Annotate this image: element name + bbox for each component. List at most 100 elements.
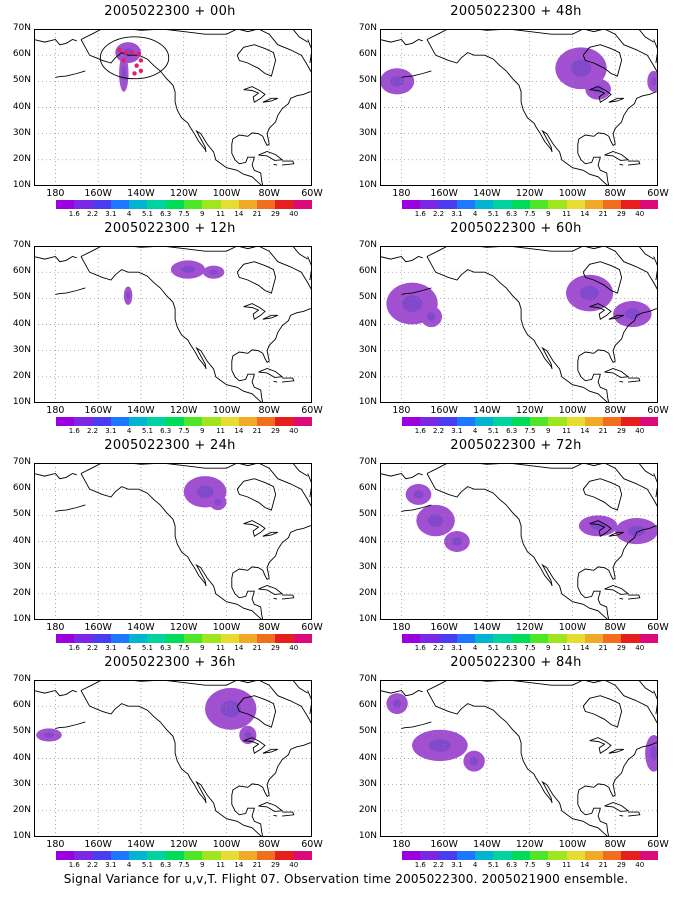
variance-area xyxy=(123,286,133,305)
coastline xyxy=(243,520,266,538)
colorbar-label: 1.6 xyxy=(414,427,426,435)
colorbar-label: 6.3 xyxy=(506,861,518,869)
colorbar-swatch xyxy=(529,851,549,860)
lon-label: 80W xyxy=(604,188,626,199)
variance-core xyxy=(244,731,252,739)
colorbar-swatch xyxy=(257,851,276,860)
coastline xyxy=(619,597,624,600)
lat-label: 10N xyxy=(12,614,31,624)
colorbar-swatch xyxy=(147,417,166,426)
coastline xyxy=(653,690,658,715)
coastline xyxy=(243,737,266,755)
colorbar-swatch xyxy=(456,200,476,209)
lat-label: 60N xyxy=(358,266,377,277)
variance-core xyxy=(390,76,404,87)
coastline xyxy=(273,163,278,166)
coastline xyxy=(243,86,266,104)
variance-area xyxy=(613,300,652,328)
variance-core xyxy=(580,285,599,301)
colorbar-swatch xyxy=(202,851,221,860)
lat-label: 40N xyxy=(358,535,377,546)
lon-label: 140W xyxy=(473,405,501,416)
colorbar-label: 2.2 xyxy=(86,427,99,435)
colorbar-label: 29 xyxy=(616,861,626,869)
coastline xyxy=(401,721,432,729)
lat-label: 70N xyxy=(358,240,377,250)
coastline xyxy=(589,303,612,321)
colorbar-swatch xyxy=(438,200,457,209)
lat-label: 50N xyxy=(358,509,377,520)
lon-label: 60W xyxy=(301,188,323,199)
lon-label: 60W xyxy=(647,405,669,416)
coastline xyxy=(292,680,308,694)
colorbar-label: 7.5 xyxy=(178,210,190,218)
colorbar-label: 7.5 xyxy=(178,427,190,435)
lon-label: 120W xyxy=(169,188,198,199)
colorbar-label: 1.6 xyxy=(414,210,426,218)
colorbar-swatch xyxy=(456,634,476,643)
coastline xyxy=(608,748,624,754)
colorbar-label: 21 xyxy=(252,210,262,218)
lon-label: 140W xyxy=(127,839,155,850)
lat-label: 40N xyxy=(358,318,377,329)
coastline xyxy=(426,39,610,186)
colorbar-swatch xyxy=(621,200,640,209)
colorbar-swatch xyxy=(183,417,203,426)
colorbar-swatch xyxy=(183,634,203,643)
lat-label: 50N xyxy=(12,292,31,303)
map-frame xyxy=(34,463,312,620)
colorbar-swatch xyxy=(456,417,476,426)
variance-area xyxy=(380,68,415,95)
coastline xyxy=(236,44,277,77)
colorbar-label: 2.2 xyxy=(432,427,445,435)
lon-label: 120W xyxy=(515,188,544,199)
colorbar-swatch xyxy=(129,851,148,860)
variance-core xyxy=(214,499,222,506)
colorbar-label: 6.3 xyxy=(160,644,172,652)
colorbar-label: 4 xyxy=(126,427,132,435)
colorbar-swatch xyxy=(603,200,622,209)
colorbar-label: 5.1 xyxy=(487,427,499,435)
colorbar-swatch xyxy=(475,634,494,643)
lat-label: 30N xyxy=(12,127,31,138)
colorbar-label: 3.1 xyxy=(451,210,463,218)
colorbar-swatch xyxy=(110,417,130,426)
colorbar-swatch xyxy=(621,417,640,426)
coastline xyxy=(426,256,610,403)
colorbar-swatch xyxy=(420,417,439,426)
colorbar-swatch xyxy=(566,200,585,209)
variance-area xyxy=(170,260,206,279)
lat-label: 70N xyxy=(12,674,31,684)
colorbar-label: 14 xyxy=(580,427,590,435)
variance-area xyxy=(645,734,658,772)
lat-label: 20N xyxy=(12,370,31,381)
colorbar-swatch xyxy=(566,417,585,426)
flight-track-point xyxy=(138,58,144,63)
colorbar-swatch xyxy=(475,417,494,426)
lon-label: 100W xyxy=(558,188,587,199)
coastline xyxy=(619,380,624,383)
coastline xyxy=(307,39,312,64)
colorbar-label: 7.5 xyxy=(524,210,536,218)
coastline xyxy=(34,38,77,46)
coastline xyxy=(604,585,630,595)
coastline xyxy=(604,368,630,378)
colorbar-swatch xyxy=(74,200,93,209)
lon-label: 140W xyxy=(127,405,155,416)
variance-core xyxy=(43,732,55,738)
lat-label: 70N xyxy=(358,457,377,467)
colorbar-swatch xyxy=(220,634,239,643)
variance-core xyxy=(651,77,657,86)
colorbar-swatch xyxy=(220,851,239,860)
flight-track-point xyxy=(117,47,122,53)
lat-label: 30N xyxy=(358,127,377,138)
lat-label: 10N xyxy=(12,831,31,841)
colorbar xyxy=(402,634,658,643)
colorbar-label: 11 xyxy=(216,427,226,435)
colorbar xyxy=(402,417,658,426)
lon-label: 120W xyxy=(169,622,198,633)
variance-core xyxy=(650,745,658,761)
colorbar xyxy=(56,417,312,426)
colorbar-swatch xyxy=(493,851,512,860)
colorbar-swatch xyxy=(584,851,604,860)
